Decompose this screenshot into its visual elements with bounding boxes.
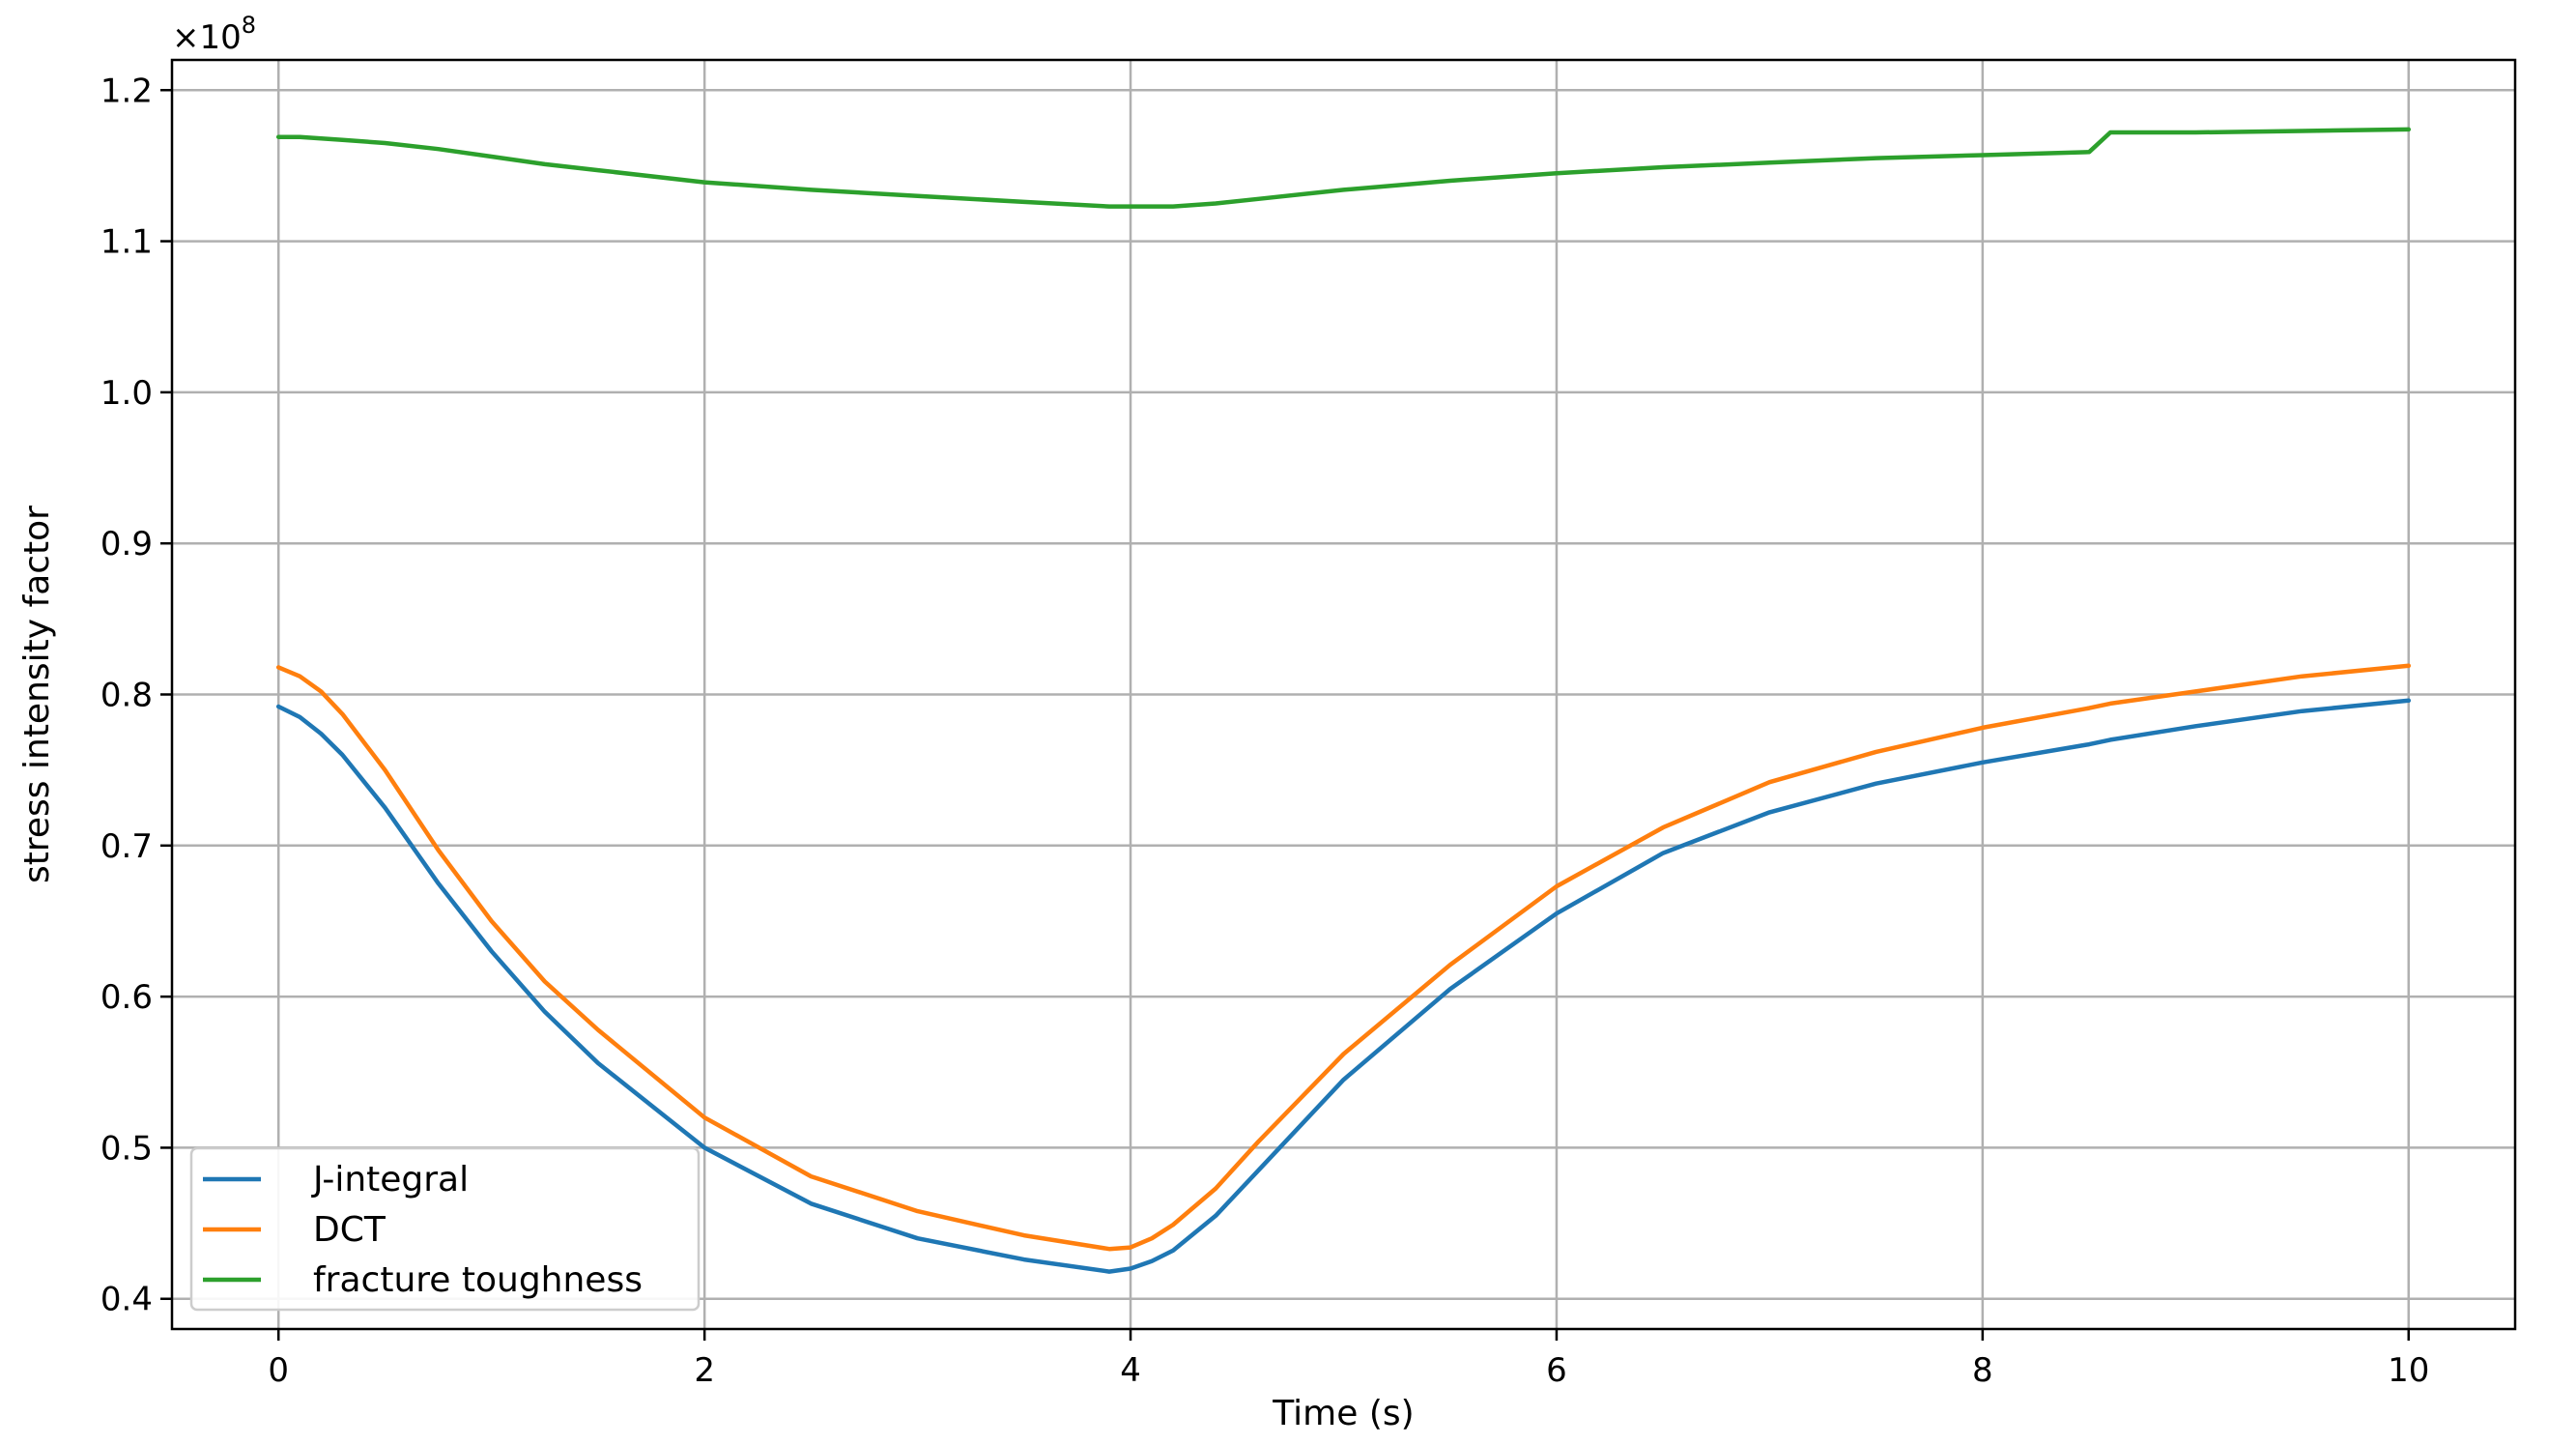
y-axis-offset-text: ×108 xyxy=(172,12,256,57)
x-tick-label: 2 xyxy=(694,1351,715,1390)
y-tick-label: 1.1 xyxy=(100,223,153,262)
y-tick-label: 0.8 xyxy=(100,677,153,715)
x-tick-label: 6 xyxy=(1546,1351,1567,1390)
legend-label-fracture-toughness: fracture toughness xyxy=(313,1260,643,1300)
x-tick-label: 10 xyxy=(2388,1351,2429,1390)
legend-label-dct: DCT xyxy=(313,1210,386,1250)
x-tick-label: 8 xyxy=(1972,1351,1993,1390)
x-tick-label: 4 xyxy=(1120,1351,1141,1390)
series-line-j-integral xyxy=(275,698,2412,1274)
y-tick-label: 1.2 xyxy=(100,72,153,110)
series-lines xyxy=(275,127,2412,1274)
legend-box xyxy=(189,1146,701,1312)
legend: J-integral DCT fracture toughness xyxy=(189,1146,701,1312)
y-axis-label: stress intensity factor xyxy=(17,506,57,883)
y-tick-label: 0.5 xyxy=(100,1129,153,1168)
y-tick-label: 1.0 xyxy=(100,374,153,413)
y-tick-label: 0.6 xyxy=(100,978,153,1017)
y-tick-label: 0.4 xyxy=(100,1281,153,1319)
legend-label-j-integral: J-integral xyxy=(311,1160,469,1199)
y-tick-label: 0.7 xyxy=(100,827,153,866)
series-line-dct xyxy=(275,663,2412,1252)
y-tick-label: 0.9 xyxy=(100,525,153,564)
x-axis-label: Time (s) xyxy=(1272,1394,1414,1433)
x-tick-label: 0 xyxy=(268,1351,289,1390)
axis-ticks: 0 2 4 6 8 10 0.4 0.5 0.6 0.7 0.8 0.9 1.0 1.1 1.2 xyxy=(100,72,2429,1390)
series-line-fracture-toughness xyxy=(275,127,2412,209)
